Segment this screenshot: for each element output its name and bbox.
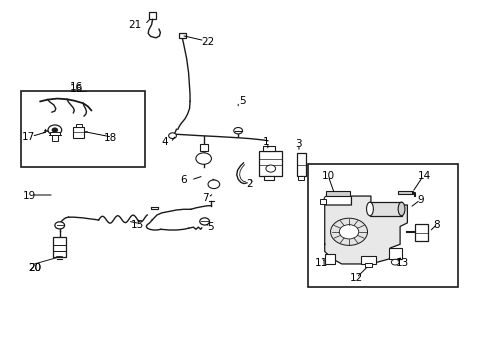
Text: 20: 20 (28, 262, 41, 273)
Bar (73, 127, 84, 138)
Circle shape (207, 180, 219, 189)
Text: 19: 19 (23, 191, 36, 201)
Text: 11: 11 (314, 258, 327, 268)
Bar (388, 248, 401, 258)
Circle shape (233, 127, 242, 134)
Text: 22: 22 (201, 37, 214, 48)
Circle shape (200, 218, 209, 225)
Circle shape (168, 133, 176, 139)
Circle shape (390, 259, 398, 265)
Circle shape (330, 218, 367, 246)
Circle shape (52, 128, 58, 132)
Text: 21: 21 (128, 19, 142, 30)
Polygon shape (324, 196, 407, 264)
Bar (365, 263, 371, 267)
Text: 8: 8 (432, 220, 439, 230)
Text: 18: 18 (104, 133, 117, 143)
Text: 16: 16 (70, 82, 83, 92)
Text: 17: 17 (21, 132, 35, 142)
Bar (320, 199, 325, 204)
Text: 16: 16 (70, 84, 83, 94)
Bar (50, 132, 60, 135)
Text: 3: 3 (294, 139, 301, 149)
Bar (296, 153, 305, 176)
Bar (297, 176, 303, 180)
Bar (325, 191, 349, 196)
Circle shape (196, 153, 211, 164)
Bar (414, 224, 427, 241)
Ellipse shape (366, 202, 372, 216)
Text: 9: 9 (416, 195, 423, 204)
Bar (307, 164, 458, 287)
Ellipse shape (397, 202, 404, 216)
Bar (21, 91, 144, 167)
Circle shape (339, 225, 358, 239)
Text: 1: 1 (263, 138, 269, 148)
Bar (397, 191, 412, 194)
Text: 13: 13 (395, 258, 408, 268)
Text: 14: 14 (417, 171, 430, 181)
Text: 12: 12 (349, 273, 362, 283)
Circle shape (55, 222, 64, 229)
Bar (263, 146, 275, 152)
Bar (52, 135, 58, 141)
Bar (200, 144, 207, 151)
Text: 6: 6 (180, 175, 186, 185)
Bar (264, 176, 273, 180)
Bar (53, 237, 66, 257)
Bar (259, 152, 282, 176)
Bar (148, 12, 156, 18)
Text: 15: 15 (131, 220, 144, 230)
Bar (324, 254, 335, 264)
Bar (369, 202, 401, 216)
Text: 5: 5 (238, 96, 245, 107)
Circle shape (48, 125, 61, 135)
Circle shape (265, 165, 275, 172)
Bar (179, 33, 185, 38)
Bar (76, 123, 82, 127)
Text: 10: 10 (321, 171, 334, 181)
Bar (361, 256, 375, 264)
Text: 4: 4 (161, 138, 167, 148)
Text: 5: 5 (207, 222, 213, 232)
Text: 7: 7 (202, 193, 208, 203)
Text: 20: 20 (28, 262, 41, 273)
Text: 2: 2 (245, 179, 252, 189)
